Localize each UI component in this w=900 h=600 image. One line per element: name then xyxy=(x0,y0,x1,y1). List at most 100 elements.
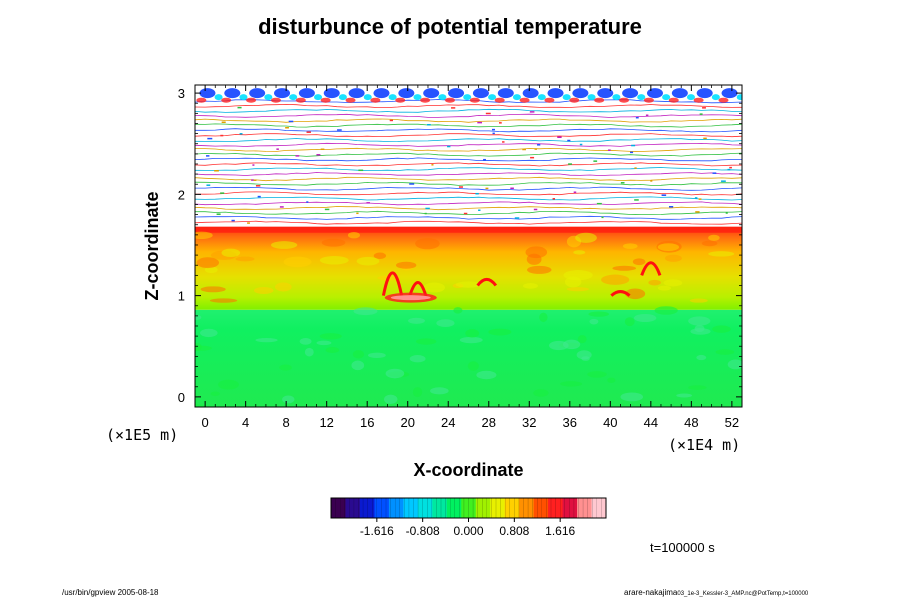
upper-speckle xyxy=(485,112,491,115)
upper-speckle xyxy=(425,207,430,210)
upper-sponge-cell xyxy=(420,97,431,103)
lower-layer-eddy xyxy=(383,394,398,404)
upper-speckle xyxy=(596,202,602,205)
upper-contour-line xyxy=(195,181,742,186)
upper-contour-line xyxy=(195,191,742,196)
upper-speckle xyxy=(593,160,598,162)
lower-layer-eddy xyxy=(412,387,423,398)
upper-sponge-cell xyxy=(572,88,589,99)
upper-contour-line xyxy=(195,128,742,133)
upper-sponge-cell xyxy=(612,94,621,101)
upper-speckle xyxy=(601,216,604,219)
x-tick-label: 24 xyxy=(441,415,455,430)
time-label: t=100000 s xyxy=(650,540,715,555)
upper-speckle xyxy=(358,169,364,172)
lower-layer-eddy xyxy=(430,387,449,395)
upper-sponge-cell xyxy=(320,97,331,103)
upper-contour-line xyxy=(195,133,742,138)
warm-layer-eddy xyxy=(423,282,446,293)
colorbar-segment xyxy=(432,498,448,518)
upper-speckle xyxy=(699,113,703,115)
lower-layer-eddy xyxy=(676,393,693,398)
upper-speckle xyxy=(478,209,481,211)
upper-sponge-cell xyxy=(314,94,323,101)
x-tick-label: 40 xyxy=(603,415,617,430)
upper-sponge-cell xyxy=(363,94,372,101)
x-tick-label: 28 xyxy=(482,415,496,430)
upper-sponge-cell xyxy=(295,97,306,103)
upper-contour-line xyxy=(195,138,742,143)
lower-layer-eddy xyxy=(690,328,711,335)
warm-layer-eddy xyxy=(373,252,387,259)
warm-layer-eddy xyxy=(663,279,683,287)
lower-layer-eddy xyxy=(476,370,497,380)
upper-sponge-cell xyxy=(264,94,273,101)
x-tick-label: 48 xyxy=(684,415,698,430)
colorbar-segment xyxy=(417,498,433,518)
lower-layer-eddy xyxy=(589,318,599,325)
warm-layer-eddy xyxy=(395,261,417,269)
warm-layer-eddy xyxy=(648,279,661,286)
upper-contour-line xyxy=(195,186,742,191)
lower-layer-eddy xyxy=(696,354,707,361)
upper-sponge-cell xyxy=(444,97,455,103)
upper-sponge-cell xyxy=(448,88,465,99)
upper-speckle xyxy=(214,170,219,172)
upper-sponge-cell xyxy=(671,88,688,99)
upper-speckle xyxy=(276,148,279,150)
lower-layer-eddy xyxy=(195,404,205,407)
chart-title: disturbunce of potential temperature xyxy=(258,14,642,39)
upper-speckle xyxy=(221,121,226,124)
upper-speckle xyxy=(694,197,698,199)
lower-layer-eddy xyxy=(560,381,583,387)
upper-speckle xyxy=(573,191,577,193)
upper-contour-line xyxy=(195,123,742,128)
x-tick-label: 20 xyxy=(400,415,414,430)
upper-speckle xyxy=(630,151,634,154)
warm-layer-eddy xyxy=(209,298,238,303)
upper-contour-line xyxy=(195,215,742,220)
lower-layer-eddy xyxy=(633,313,657,323)
warm-layer-eddy xyxy=(221,248,241,258)
upper-sponge-cell xyxy=(338,94,347,101)
upper-sponge-cell xyxy=(373,88,390,99)
warm-layer-eddy xyxy=(573,250,586,255)
lower-layer-eddy xyxy=(539,312,548,323)
upper-speckle xyxy=(702,107,706,109)
upper-speckle xyxy=(712,172,717,174)
upper-sponge-cell xyxy=(544,97,555,103)
upper-sponge-cell xyxy=(721,88,738,99)
footer-right: arare-nakajima03_1e-3_Kessler-3_AMP.nc@P… xyxy=(624,588,808,597)
upper-speckle xyxy=(522,148,526,151)
upper-speckle xyxy=(253,179,257,181)
upper-sponge-cell xyxy=(488,94,497,101)
upper-sponge-cell xyxy=(199,88,216,99)
lower-layer-eddy xyxy=(368,352,386,359)
lower-layer-eddy xyxy=(624,317,635,327)
lower-layer-eddy xyxy=(408,317,425,324)
upper-speckle xyxy=(288,120,294,123)
upper-speckle xyxy=(316,154,321,156)
upper-contour-line xyxy=(195,196,742,201)
upper-sponge-cell xyxy=(537,94,546,101)
upper-speckle xyxy=(567,139,571,142)
upper-sponge-cell xyxy=(298,88,315,99)
lower-layer-eddy xyxy=(715,349,735,355)
warm-layer-eddy xyxy=(204,266,218,274)
upper-sponge-cell xyxy=(395,97,406,103)
warm-layer-eddy xyxy=(632,258,646,266)
lower-layer-eddy xyxy=(351,360,365,371)
lower-layer-eddy xyxy=(654,306,678,315)
x-tick-label: 32 xyxy=(522,415,536,430)
upper-speckle xyxy=(285,126,289,129)
upper-sponge-cell xyxy=(274,88,291,99)
upper-contour-line xyxy=(195,152,742,157)
upper-speckle xyxy=(475,192,479,195)
upper-speckle xyxy=(510,187,514,190)
upper-sponge-cell xyxy=(597,88,614,99)
upper-contour-line xyxy=(195,176,742,182)
upper-speckle xyxy=(337,129,342,131)
upper-sponge-cell xyxy=(497,88,514,99)
upper-speckle xyxy=(206,155,210,157)
lower-layer-eddy xyxy=(218,379,239,390)
